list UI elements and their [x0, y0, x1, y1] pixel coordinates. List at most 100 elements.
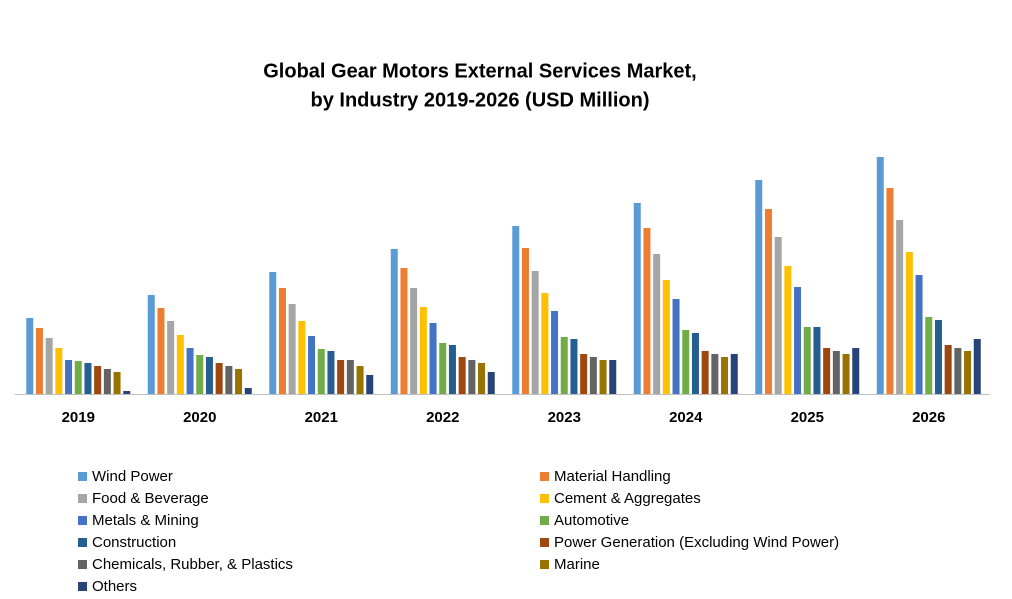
- bar: [410, 288, 418, 394]
- bar: [356, 366, 364, 394]
- bar: [26, 318, 34, 394]
- legend-swatch: [78, 560, 87, 569]
- bar: [570, 339, 578, 394]
- bar: [823, 348, 831, 394]
- x-tick-label: 2020: [183, 409, 216, 426]
- bar: [755, 180, 763, 394]
- bar: [832, 351, 840, 394]
- bar: [551, 311, 559, 394]
- bar: [448, 345, 456, 394]
- legend-label: Power Generation (Excluding Wind Power): [554, 534, 839, 551]
- bar: [774, 237, 782, 394]
- legend-label: Marine: [554, 556, 600, 573]
- bar: [327, 351, 335, 394]
- bar: [94, 366, 102, 394]
- legend-label: Others: [92, 578, 137, 595]
- bar: [419, 307, 427, 394]
- bar: [973, 339, 981, 394]
- bar: [269, 272, 277, 394]
- x-tick-label: 2023: [548, 409, 581, 426]
- bar: [934, 320, 942, 394]
- legend-swatch: [540, 494, 549, 503]
- bar: [633, 203, 641, 394]
- legend-swatch: [78, 538, 87, 547]
- x-tick-label: 2026: [912, 409, 945, 426]
- bar: [944, 345, 952, 394]
- bar: [813, 327, 821, 394]
- bar: [225, 366, 233, 394]
- legend-label: Food & Beverage: [92, 490, 209, 507]
- bar: [764, 209, 772, 394]
- bar: [842, 354, 850, 394]
- bar: [113, 372, 121, 394]
- x-tick-label: 2021: [305, 409, 338, 426]
- legend-swatch: [540, 538, 549, 547]
- bar: [400, 268, 408, 394]
- bar: [317, 349, 325, 394]
- bar: [147, 295, 155, 394]
- bar: [308, 336, 316, 394]
- legend-swatch: [78, 516, 87, 525]
- bar: [235, 369, 243, 394]
- bar: [609, 360, 617, 394]
- bar: [721, 357, 729, 394]
- bar: [730, 354, 738, 394]
- bar: [205, 357, 213, 394]
- bar: [35, 328, 43, 394]
- legend-label: Material Handling: [554, 468, 671, 485]
- bar: [512, 226, 520, 394]
- legend-swatch: [540, 472, 549, 481]
- bar: [186, 348, 194, 394]
- bar: [123, 391, 131, 394]
- bar: [541, 293, 549, 394]
- bar: [157, 308, 165, 394]
- bar: [954, 348, 962, 394]
- bar: [278, 288, 286, 394]
- legend-label: Wind Power: [92, 468, 173, 485]
- bar: [915, 275, 923, 394]
- bar: [784, 266, 792, 394]
- bar: [487, 372, 495, 394]
- bar: [439, 343, 447, 394]
- legend-swatch: [78, 582, 87, 591]
- bar: [589, 357, 597, 394]
- x-tick-label: 2025: [791, 409, 824, 426]
- bar: [346, 360, 354, 394]
- bar: [176, 335, 184, 394]
- bar: [794, 287, 802, 394]
- bar: [896, 220, 904, 394]
- bar: [691, 333, 699, 394]
- bar: [852, 348, 860, 394]
- bar: [886, 188, 894, 394]
- bar: [560, 337, 568, 394]
- bar: [653, 254, 661, 394]
- bar: [244, 388, 252, 394]
- bar: [701, 351, 709, 394]
- bar: [84, 363, 92, 394]
- bar: [521, 248, 529, 394]
- bar: [196, 355, 204, 394]
- legend-label: Chemicals, Rubber, & Plastics: [92, 556, 293, 573]
- legend-label: Cement & Aggregates: [554, 490, 701, 507]
- bar: [337, 360, 345, 394]
- bar: [964, 351, 972, 394]
- bar: [672, 299, 680, 394]
- bar: [711, 354, 719, 394]
- bar: [55, 348, 63, 394]
- bar: [45, 338, 53, 394]
- bar: [478, 363, 486, 394]
- legend-swatch: [78, 472, 87, 481]
- bar: [74, 361, 82, 394]
- bar: [468, 360, 476, 394]
- bar: [167, 321, 175, 394]
- chart-title: Global Gear Motors External Services Mar…: [263, 60, 697, 82]
- bar: [682, 330, 690, 394]
- bar: [662, 280, 670, 394]
- bar: [925, 317, 933, 394]
- legend-label: Automotive: [554, 512, 629, 529]
- bar: [580, 354, 588, 394]
- chart-title: by Industry 2019-2026 (USD Million): [311, 89, 650, 111]
- bar: [458, 357, 466, 394]
- legend-swatch: [540, 516, 549, 525]
